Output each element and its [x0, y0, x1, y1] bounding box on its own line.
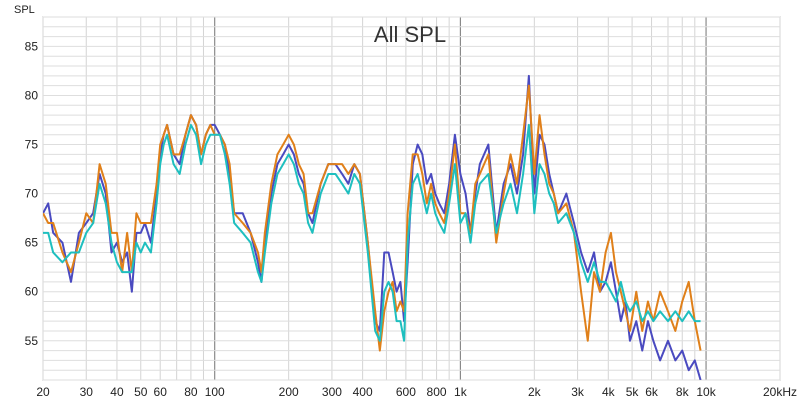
x-tick-label: 50	[134, 385, 148, 399]
y-tick-label: 55	[25, 334, 39, 348]
series-group	[43, 74, 702, 380]
x-tick-label: 20	[36, 385, 50, 399]
y-tick-label: 75	[25, 138, 39, 152]
chart-title: All SPL	[374, 22, 446, 47]
x-tick-label: 2k	[528, 385, 542, 399]
x-tick-label: 400	[353, 385, 373, 399]
y-tick-label: 70	[25, 187, 39, 201]
x-tick-label: 1k	[454, 385, 468, 399]
series-line-2	[43, 84, 702, 352]
x-tick-label: 300	[322, 385, 342, 399]
x-tick-label: 3k	[571, 385, 585, 399]
series-line-3	[43, 123, 701, 342]
y-tick-labels: 55 60 65 70 75 80 85	[25, 39, 39, 347]
y-tick-label: 85	[25, 39, 39, 53]
x-tick-label: 60	[154, 385, 168, 399]
x-tick-label: 800	[427, 385, 447, 399]
x-tick-label: 200	[279, 385, 299, 399]
x-tick-label: 4k	[602, 385, 616, 399]
x-tick-labels: 20 30 40 50 60 80 100 200 300 400 600 800 1k 2k 3k 4k 5k…	[36, 385, 797, 399]
x-tick-label: 5k	[626, 385, 640, 399]
x-tick-label: 30	[80, 385, 94, 399]
y-tick-label: 65	[25, 236, 39, 250]
x-tick-label: 20kHz	[763, 385, 797, 399]
y-tick-label: 60	[25, 285, 39, 299]
y-axis-label: SPL	[14, 4, 35, 16]
x-tick-label: 8k	[676, 385, 690, 399]
x-tick-label: 6k	[645, 385, 659, 399]
x-tick-label: 100	[205, 385, 225, 399]
y-tick-label: 80	[25, 88, 39, 102]
x-tick-label: 80	[184, 385, 198, 399]
x-tick-label: 600	[396, 385, 416, 399]
x-tick-label: 10k	[696, 385, 716, 399]
x-tick-label: 40	[110, 385, 124, 399]
